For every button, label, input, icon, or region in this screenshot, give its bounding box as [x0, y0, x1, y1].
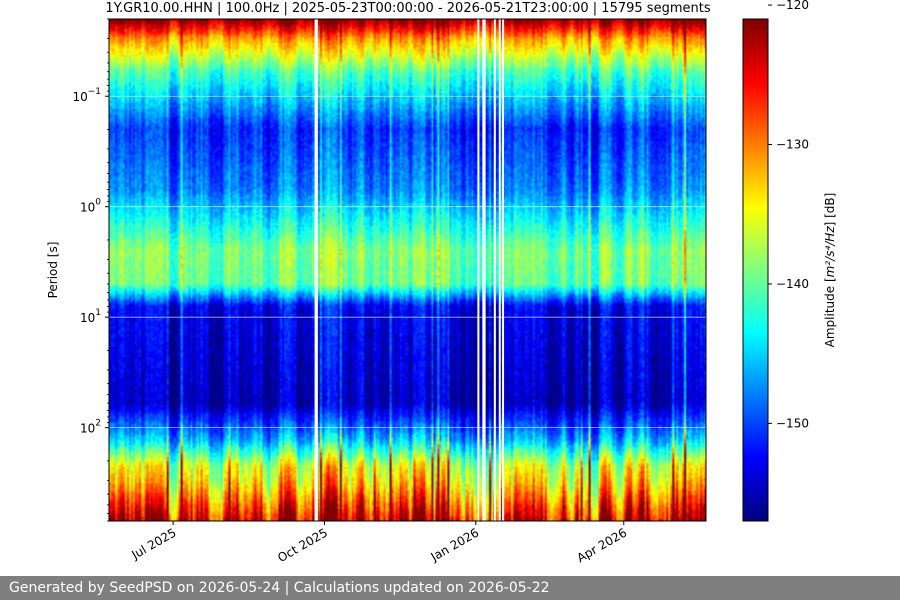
x-tick-label: Jan 2026 [428, 525, 482, 564]
y-axis: 10−1 100 101 102 [72, 18, 109, 522]
y-axis-label: Period [s] [46, 242, 60, 299]
data-gap [502, 19, 505, 521]
plot-frame [108, 18, 707, 522]
data-gaps [314, 19, 505, 521]
colorbar-tick-label: −150 [776, 416, 809, 430]
colorbar-label: Amplitude [m²/s⁴/Hz] [dB] [823, 193, 837, 348]
data-gap [498, 19, 501, 521]
colorbar-tick-label: −130 [776, 138, 809, 152]
y-tick-label: 10−1 [72, 87, 101, 104]
data-gap [493, 19, 496, 521]
psd-chart: 1Y.GR10.00.HHN | 100.0Hz | 2025-05-23T00… [46, 0, 837, 565]
data-gap [477, 19, 480, 521]
footer-text: Generated by SeedPSD on 2026-05-24 | Cal… [9, 580, 550, 596]
data-gap [314, 19, 318, 521]
colorbar-gradient [743, 19, 768, 521]
footer-bar: Generated by SeedPSD on 2026-05-24 | Cal… [0, 576, 900, 600]
x-tick-label: Oct 2025 [275, 525, 330, 565]
y-tick-label: 102 [80, 419, 101, 436]
colorbar-frame [742, 18, 769, 522]
x-tick-label: Apr 2026 [575, 525, 630, 565]
chart-title: 1Y.GR10.00.HHN | 100.0Hz | 2025-05-23T00… [105, 1, 710, 16]
grid-lines [109, 95, 706, 429]
x-tick-label: Jul 2025 [128, 525, 178, 562]
spectrogram-heatmap [109, 19, 706, 521]
plot-area [108, 18, 707, 522]
colorbar-tick-label: −140 [776, 277, 809, 291]
x-axis: Jul 2025 Oct 2025 Jan 2026 Apr 2026 [128, 521, 629, 565]
colorbar: −120 −130 −140 −150 Amplitude [m²/s⁴/Hz] [d… [742, 0, 837, 522]
colorbar-tick-label: −120 [776, 0, 809, 12]
y-tick-label: 101 [80, 308, 101, 325]
colorbar-ticks: −120 −130 −140 −150 [768, 0, 809, 430]
data-gap [482, 19, 486, 521]
y-tick-label: 100 [80, 198, 101, 215]
